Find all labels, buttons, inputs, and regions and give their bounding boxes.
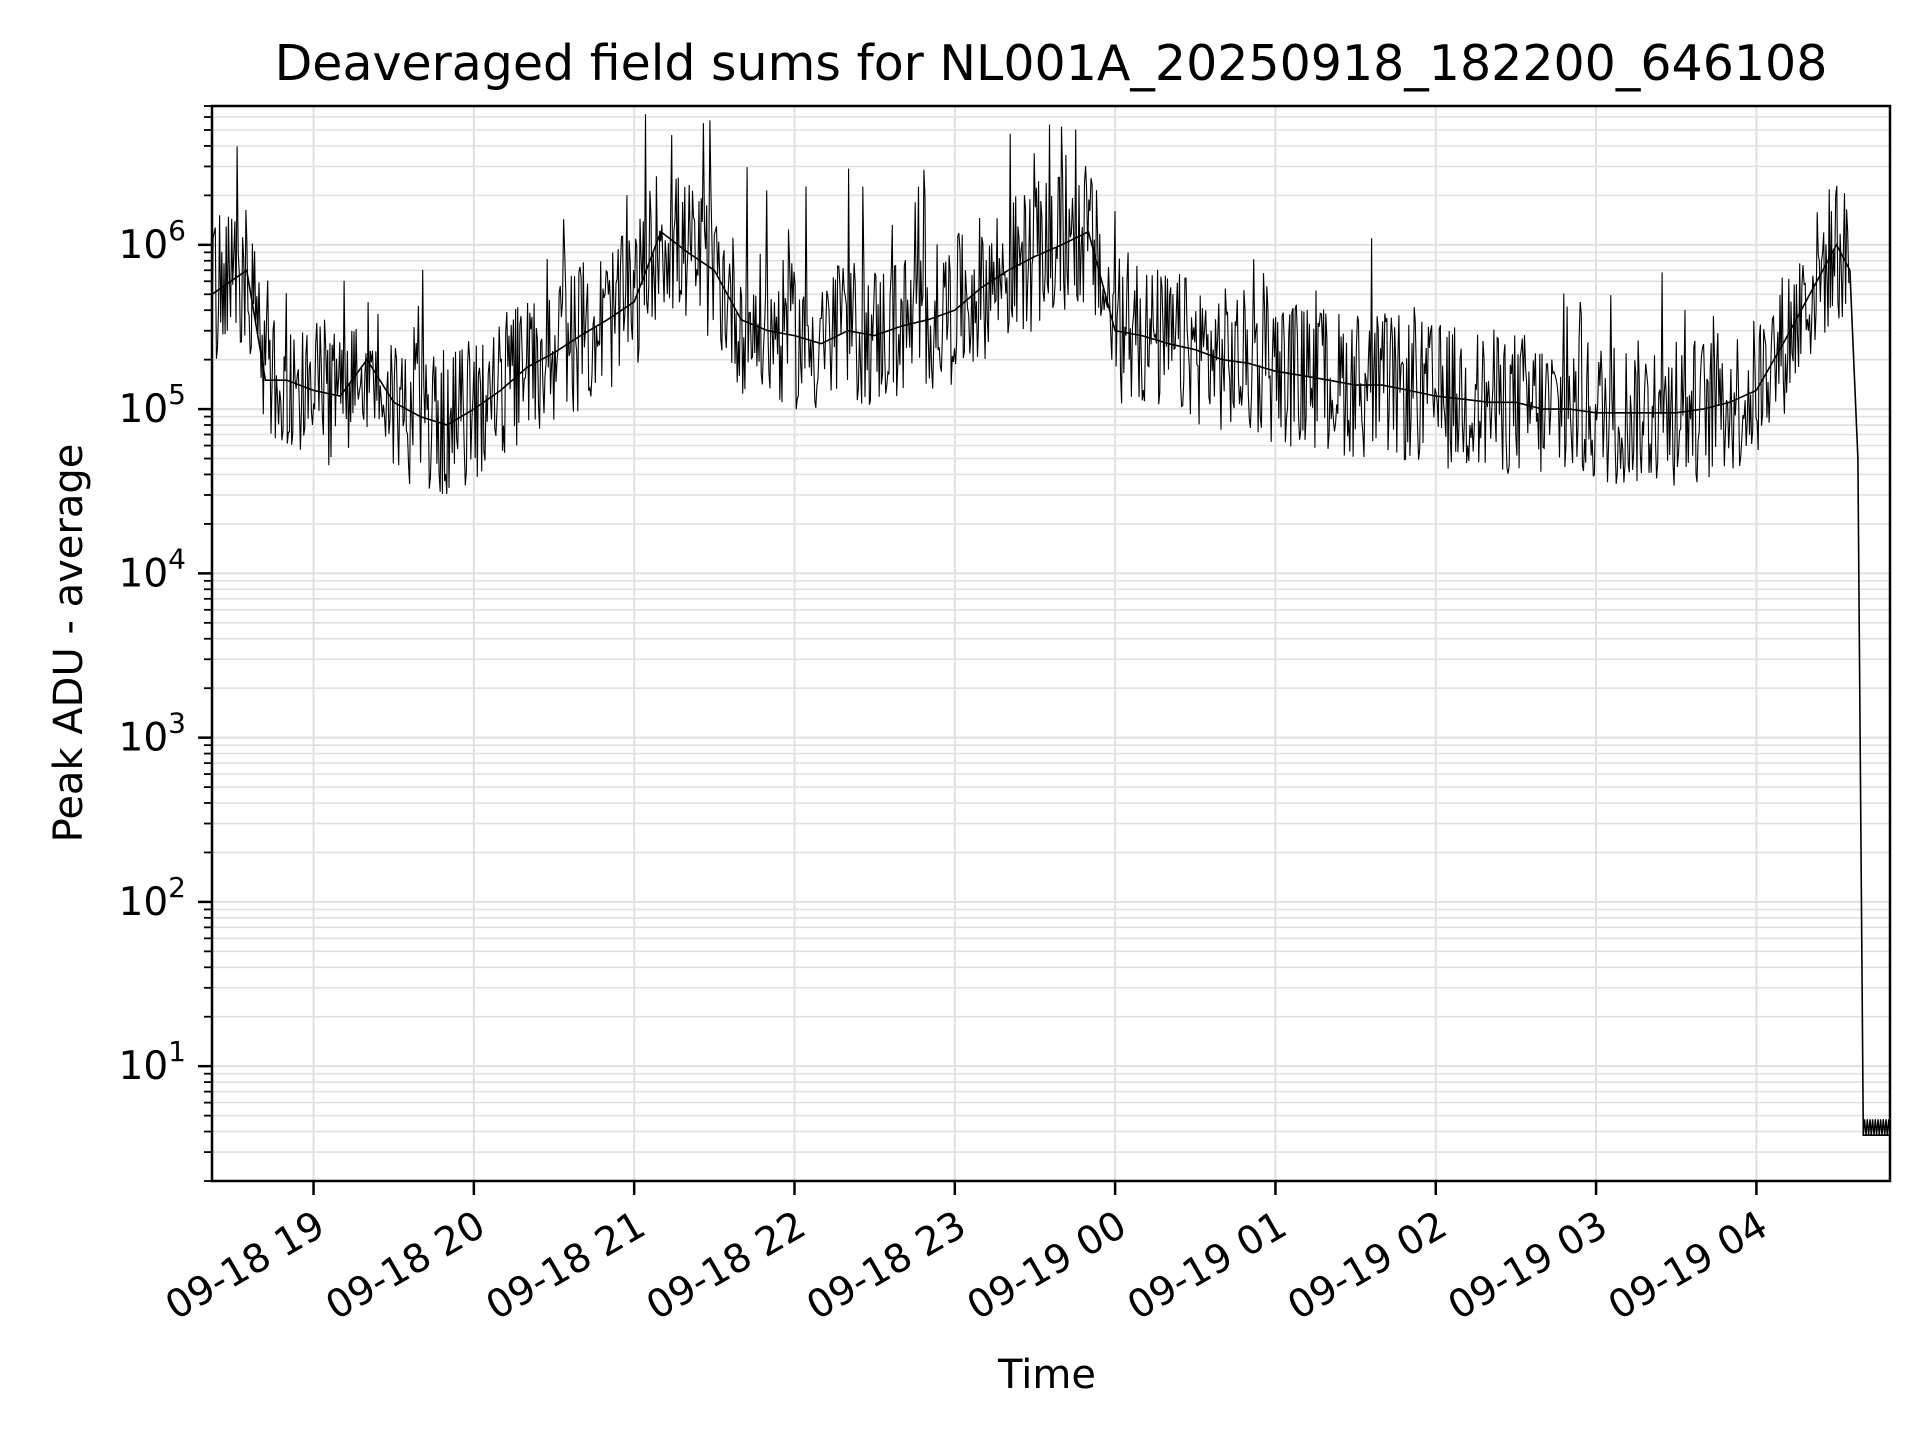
x-tick-label: 09-18 21 — [479, 1203, 653, 1330]
y-tick-label: 103 — [119, 707, 186, 761]
x-tick-label: 09-19 01 — [1120, 1203, 1294, 1330]
y-tick-label: 102 — [119, 871, 186, 925]
series-noise-path — [211, 114, 1851, 495]
series-line — [211, 230, 1890, 1136]
y-tick-label: 105 — [119, 378, 186, 432]
series-tail-path — [1862, 1119, 1891, 1136]
plot-frame — [210, 104, 1892, 1183]
x-tick-label: 09-18 22 — [639, 1203, 813, 1330]
y-tick-label: 106 — [119, 214, 186, 268]
x-tick-label: 09-19 00 — [960, 1203, 1134, 1330]
x-tick-label: 09-19 02 — [1280, 1203, 1454, 1330]
x-tick-label: 09-19 04 — [1601, 1203, 1775, 1330]
x-tick-label: 09-18 19 — [158, 1203, 332, 1330]
x-tick-label: 09-18 23 — [799, 1203, 973, 1330]
y-axis-label: Peak ADU - average — [46, 444, 92, 843]
x-tick-label: 09-19 03 — [1441, 1203, 1615, 1330]
series-noise-layer — [211, 114, 1891, 1136]
y-tick-label: 101 — [119, 1035, 186, 1089]
x-axis-label: Time — [997, 1352, 1096, 1398]
chart-title: Deaveraged field sums for NL001A_2025091… — [275, 35, 1828, 92]
x-tick-label: 09-18 20 — [318, 1203, 492, 1330]
y-tick-label: 104 — [119, 542, 186, 596]
